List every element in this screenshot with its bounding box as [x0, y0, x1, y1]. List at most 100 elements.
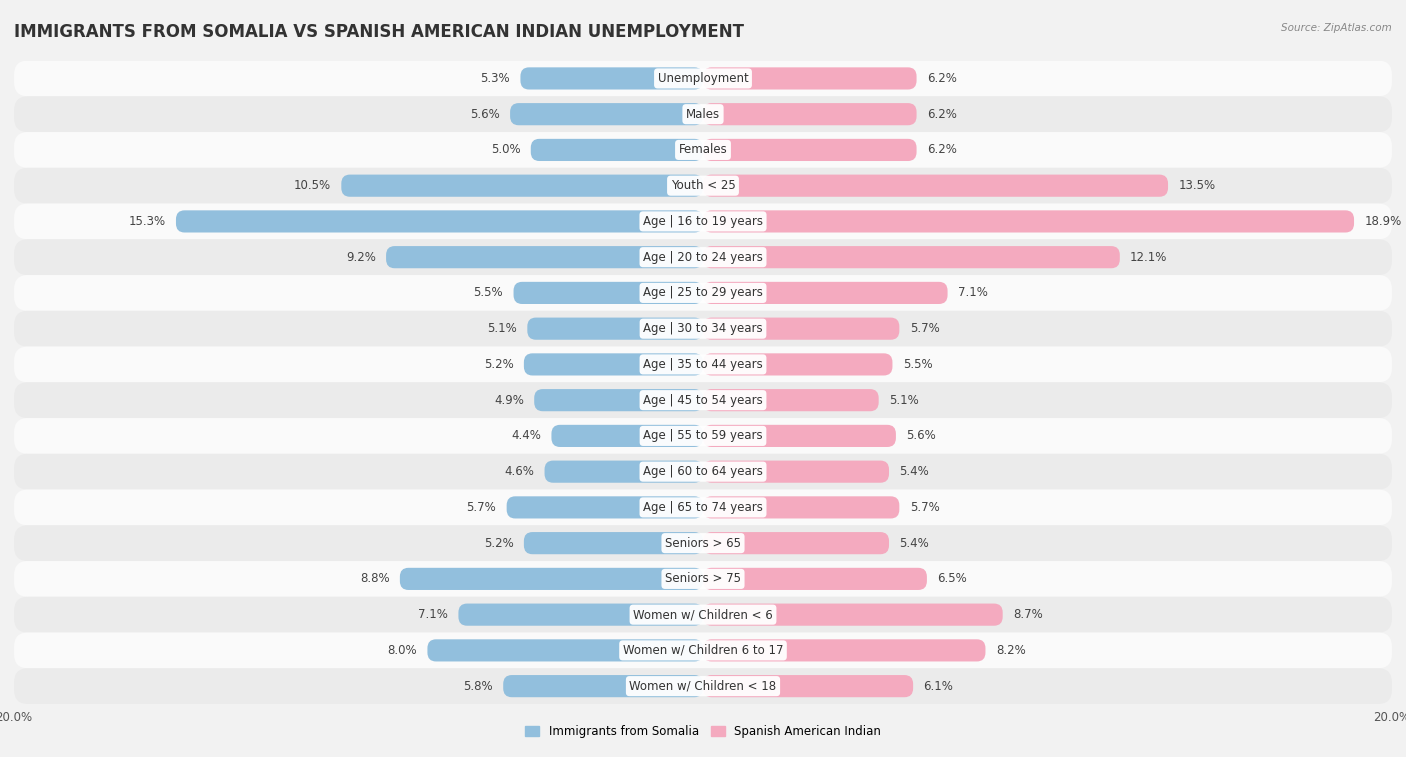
Text: 5.6%: 5.6% — [907, 429, 936, 442]
FancyBboxPatch shape — [703, 603, 1002, 626]
Text: Age | 65 to 74 years: Age | 65 to 74 years — [643, 501, 763, 514]
FancyBboxPatch shape — [14, 418, 1392, 453]
FancyBboxPatch shape — [14, 382, 1392, 418]
Text: 7.1%: 7.1% — [418, 608, 449, 621]
FancyBboxPatch shape — [14, 168, 1392, 204]
Text: Age | 35 to 44 years: Age | 35 to 44 years — [643, 358, 763, 371]
Text: 7.1%: 7.1% — [957, 286, 988, 300]
FancyBboxPatch shape — [703, 389, 879, 411]
Text: Females: Females — [679, 143, 727, 157]
Text: 6.2%: 6.2% — [927, 107, 956, 120]
Text: 5.8%: 5.8% — [463, 680, 494, 693]
FancyBboxPatch shape — [14, 453, 1392, 490]
FancyBboxPatch shape — [551, 425, 703, 447]
Text: 5.4%: 5.4% — [900, 465, 929, 478]
Text: 6.2%: 6.2% — [927, 143, 956, 157]
Text: Age | 20 to 24 years: Age | 20 to 24 years — [643, 251, 763, 263]
FancyBboxPatch shape — [524, 354, 703, 375]
FancyBboxPatch shape — [510, 103, 703, 125]
Text: 5.7%: 5.7% — [910, 501, 939, 514]
FancyBboxPatch shape — [703, 568, 927, 590]
Text: Youth < 25: Youth < 25 — [671, 179, 735, 192]
Text: 5.7%: 5.7% — [910, 322, 939, 335]
FancyBboxPatch shape — [703, 318, 900, 340]
Text: 5.7%: 5.7% — [467, 501, 496, 514]
FancyBboxPatch shape — [14, 525, 1392, 561]
FancyBboxPatch shape — [14, 597, 1392, 633]
Text: 5.2%: 5.2% — [484, 358, 513, 371]
Text: 9.2%: 9.2% — [346, 251, 375, 263]
Text: Age | 25 to 29 years: Age | 25 to 29 years — [643, 286, 763, 300]
FancyBboxPatch shape — [703, 460, 889, 483]
FancyBboxPatch shape — [531, 139, 703, 161]
Text: Age | 45 to 54 years: Age | 45 to 54 years — [643, 394, 763, 407]
FancyBboxPatch shape — [14, 490, 1392, 525]
Text: Source: ZipAtlas.com: Source: ZipAtlas.com — [1281, 23, 1392, 33]
FancyBboxPatch shape — [14, 275, 1392, 311]
FancyBboxPatch shape — [703, 675, 912, 697]
Text: Seniors > 65: Seniors > 65 — [665, 537, 741, 550]
Text: Unemployment: Unemployment — [658, 72, 748, 85]
FancyBboxPatch shape — [534, 389, 703, 411]
FancyBboxPatch shape — [399, 568, 703, 590]
FancyBboxPatch shape — [387, 246, 703, 268]
Text: 5.4%: 5.4% — [900, 537, 929, 550]
FancyBboxPatch shape — [703, 532, 889, 554]
Text: Women w/ Children 6 to 17: Women w/ Children 6 to 17 — [623, 644, 783, 657]
Text: Age | 55 to 59 years: Age | 55 to 59 years — [643, 429, 763, 442]
Text: 5.5%: 5.5% — [903, 358, 932, 371]
Text: 5.1%: 5.1% — [488, 322, 517, 335]
Text: 12.1%: 12.1% — [1130, 251, 1167, 263]
FancyBboxPatch shape — [342, 175, 703, 197]
Text: Women w/ Children < 18: Women w/ Children < 18 — [630, 680, 776, 693]
Text: 8.0%: 8.0% — [388, 644, 418, 657]
FancyBboxPatch shape — [14, 561, 1392, 597]
Text: Age | 30 to 34 years: Age | 30 to 34 years — [643, 322, 763, 335]
Text: IMMIGRANTS FROM SOMALIA VS SPANISH AMERICAN INDIAN UNEMPLOYMENT: IMMIGRANTS FROM SOMALIA VS SPANISH AMERI… — [14, 23, 744, 41]
FancyBboxPatch shape — [14, 239, 1392, 275]
FancyBboxPatch shape — [520, 67, 703, 89]
FancyBboxPatch shape — [14, 347, 1392, 382]
Text: 5.1%: 5.1% — [889, 394, 918, 407]
FancyBboxPatch shape — [703, 210, 1354, 232]
FancyBboxPatch shape — [14, 311, 1392, 347]
FancyBboxPatch shape — [176, 210, 703, 232]
FancyBboxPatch shape — [544, 460, 703, 483]
Text: Women w/ Children < 6: Women w/ Children < 6 — [633, 608, 773, 621]
FancyBboxPatch shape — [14, 61, 1392, 96]
Text: Age | 16 to 19 years: Age | 16 to 19 years — [643, 215, 763, 228]
Text: 13.5%: 13.5% — [1178, 179, 1216, 192]
Text: 6.5%: 6.5% — [938, 572, 967, 585]
Text: 6.2%: 6.2% — [927, 72, 956, 85]
FancyBboxPatch shape — [524, 532, 703, 554]
Text: Males: Males — [686, 107, 720, 120]
FancyBboxPatch shape — [427, 640, 703, 662]
FancyBboxPatch shape — [703, 425, 896, 447]
FancyBboxPatch shape — [14, 132, 1392, 168]
FancyBboxPatch shape — [703, 282, 948, 304]
Text: 5.2%: 5.2% — [484, 537, 513, 550]
Text: 4.9%: 4.9% — [494, 394, 524, 407]
FancyBboxPatch shape — [14, 668, 1392, 704]
FancyBboxPatch shape — [703, 139, 917, 161]
Text: 8.8%: 8.8% — [360, 572, 389, 585]
FancyBboxPatch shape — [703, 103, 917, 125]
FancyBboxPatch shape — [703, 246, 1119, 268]
FancyBboxPatch shape — [703, 354, 893, 375]
Text: Seniors > 75: Seniors > 75 — [665, 572, 741, 585]
FancyBboxPatch shape — [527, 318, 703, 340]
FancyBboxPatch shape — [14, 96, 1392, 132]
FancyBboxPatch shape — [506, 497, 703, 519]
FancyBboxPatch shape — [458, 603, 703, 626]
Text: 6.1%: 6.1% — [924, 680, 953, 693]
FancyBboxPatch shape — [703, 640, 986, 662]
FancyBboxPatch shape — [14, 204, 1392, 239]
Text: 18.9%: 18.9% — [1364, 215, 1402, 228]
Text: Age | 60 to 64 years: Age | 60 to 64 years — [643, 465, 763, 478]
FancyBboxPatch shape — [703, 175, 1168, 197]
Text: 4.6%: 4.6% — [505, 465, 534, 478]
Text: 5.3%: 5.3% — [481, 72, 510, 85]
Text: 10.5%: 10.5% — [294, 179, 330, 192]
FancyBboxPatch shape — [703, 67, 917, 89]
Text: 8.2%: 8.2% — [995, 644, 1025, 657]
